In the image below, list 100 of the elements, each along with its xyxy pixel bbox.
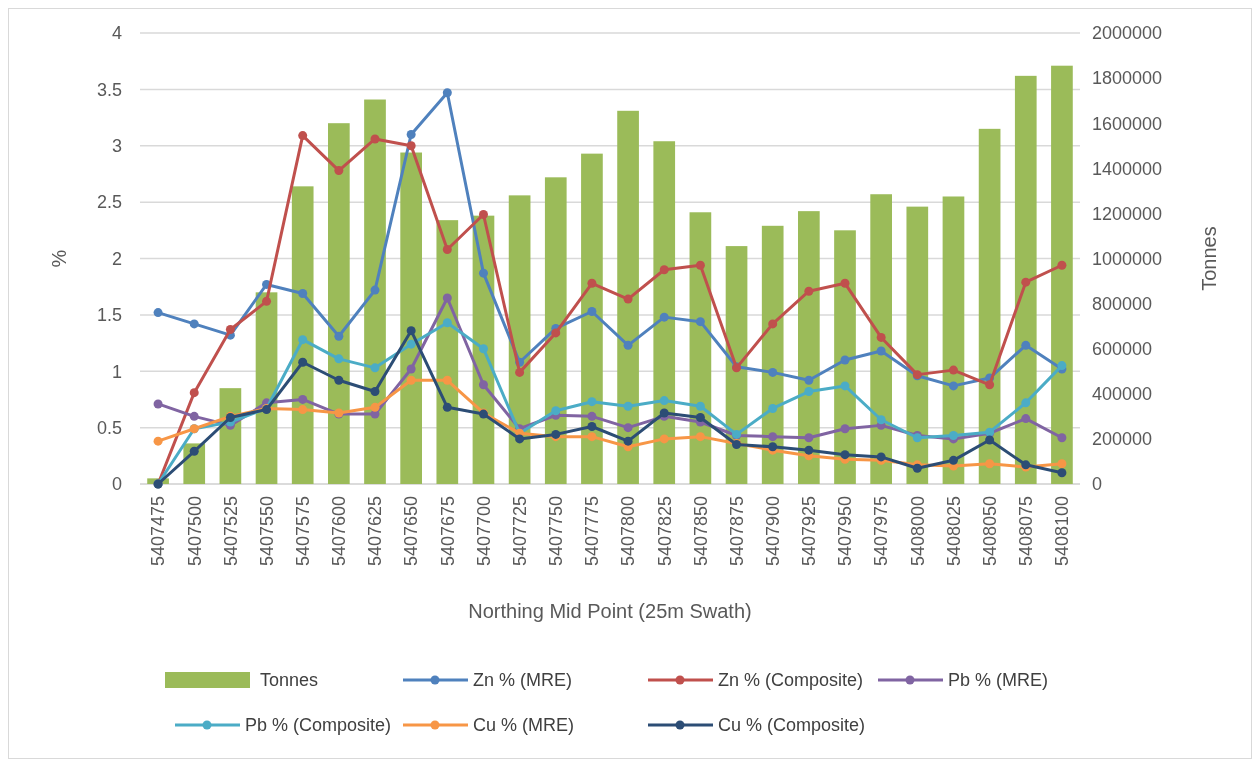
point bbox=[623, 436, 633, 446]
point bbox=[298, 394, 308, 404]
point bbox=[876, 415, 886, 425]
y2-tick-label: 1600000 bbox=[1092, 113, 1163, 134]
point bbox=[1021, 277, 1031, 287]
point bbox=[515, 367, 525, 377]
y-tick-label: 2.5 bbox=[96, 192, 122, 213]
x-tick-label: 5408050 bbox=[979, 496, 1000, 567]
point bbox=[876, 346, 886, 356]
point bbox=[768, 432, 778, 442]
point bbox=[1057, 433, 1067, 443]
bar bbox=[942, 196, 965, 484]
x-tick-label: 5407950 bbox=[835, 496, 856, 567]
x-tick-label: 5407750 bbox=[546, 496, 567, 567]
point bbox=[298, 357, 308, 367]
y-tick-label: 0 bbox=[111, 474, 122, 495]
x-tick-label: 5407500 bbox=[184, 496, 205, 567]
y2-tick-label: 600000 bbox=[1092, 339, 1153, 359]
bar bbox=[617, 110, 639, 484]
point bbox=[478, 268, 488, 278]
bar bbox=[581, 153, 603, 484]
point bbox=[695, 401, 705, 411]
point bbox=[804, 445, 814, 455]
y-tick-label: 2 bbox=[111, 248, 122, 269]
y-tick-label: 4 bbox=[111, 23, 122, 44]
point bbox=[948, 381, 958, 391]
x-tick-label: 5407475 bbox=[148, 496, 169, 567]
point bbox=[334, 354, 344, 364]
point bbox=[551, 406, 561, 416]
point bbox=[659, 265, 669, 275]
point bbox=[189, 388, 199, 398]
point bbox=[695, 260, 705, 270]
point bbox=[840, 278, 850, 288]
legend-label: Cu % (Composite) bbox=[718, 715, 866, 736]
y2-tick-label: 200000 bbox=[1092, 429, 1153, 450]
x-tick-label: 5407850 bbox=[690, 496, 711, 567]
point bbox=[1057, 459, 1067, 469]
bar bbox=[798, 211, 820, 484]
point bbox=[804, 387, 814, 397]
point bbox=[298, 405, 308, 415]
point bbox=[587, 278, 597, 288]
point bbox=[840, 381, 850, 391]
point bbox=[1057, 468, 1067, 478]
bar bbox=[1014, 75, 1037, 484]
point bbox=[370, 134, 380, 144]
x-tick-label: 5407675 bbox=[437, 496, 458, 567]
point bbox=[225, 325, 235, 335]
point bbox=[334, 375, 344, 385]
point bbox=[587, 411, 597, 421]
point bbox=[515, 434, 525, 444]
point bbox=[189, 319, 199, 329]
point bbox=[406, 375, 416, 385]
point bbox=[334, 331, 344, 341]
bar bbox=[291, 186, 314, 484]
point bbox=[189, 411, 199, 421]
legend-label: Cu % (MRE) bbox=[473, 715, 575, 736]
point bbox=[153, 308, 163, 318]
point bbox=[623, 294, 633, 304]
bar bbox=[544, 177, 567, 484]
point bbox=[587, 306, 597, 316]
bar bbox=[870, 194, 892, 484]
x-tick-label: 5408025 bbox=[943, 496, 964, 567]
x-tick-label: 5408075 bbox=[1016, 496, 1037, 567]
x-tick-label: 5407700 bbox=[473, 496, 494, 567]
point bbox=[551, 328, 561, 338]
point bbox=[623, 401, 633, 411]
x-tick-label: 5407900 bbox=[762, 496, 783, 567]
x-tick-label: 5407825 bbox=[654, 496, 675, 567]
point bbox=[370, 285, 380, 295]
point bbox=[298, 288, 308, 298]
y2-tick-label: 1400000 bbox=[1092, 158, 1163, 179]
point bbox=[153, 399, 163, 409]
y2-tick-label: 1200000 bbox=[1092, 203, 1163, 224]
point bbox=[587, 422, 597, 431]
point bbox=[153, 436, 163, 446]
point bbox=[442, 318, 452, 328]
point bbox=[985, 435, 995, 445]
bar bbox=[1051, 65, 1073, 484]
point bbox=[298, 335, 308, 345]
point bbox=[768, 319, 778, 329]
point bbox=[587, 397, 597, 407]
point bbox=[623, 423, 633, 433]
point bbox=[370, 387, 380, 397]
point bbox=[406, 141, 416, 151]
point bbox=[695, 317, 705, 327]
point bbox=[1021, 340, 1031, 350]
y-tick-label: 1 bbox=[111, 361, 122, 382]
point bbox=[985, 380, 995, 390]
point bbox=[840, 424, 850, 434]
y2-tick-label: 800000 bbox=[1092, 293, 1153, 314]
x-tick-label: 5407550 bbox=[256, 496, 277, 567]
x-tick-label: 5407525 bbox=[220, 496, 241, 567]
point bbox=[370, 363, 380, 373]
point bbox=[1021, 414, 1031, 424]
x-tick-label: 5407775 bbox=[582, 496, 603, 567]
y-axis-title: % bbox=[48, 249, 70, 268]
point bbox=[442, 375, 452, 385]
bar bbox=[906, 206, 929, 484]
point bbox=[262, 296, 272, 306]
point bbox=[659, 434, 669, 444]
